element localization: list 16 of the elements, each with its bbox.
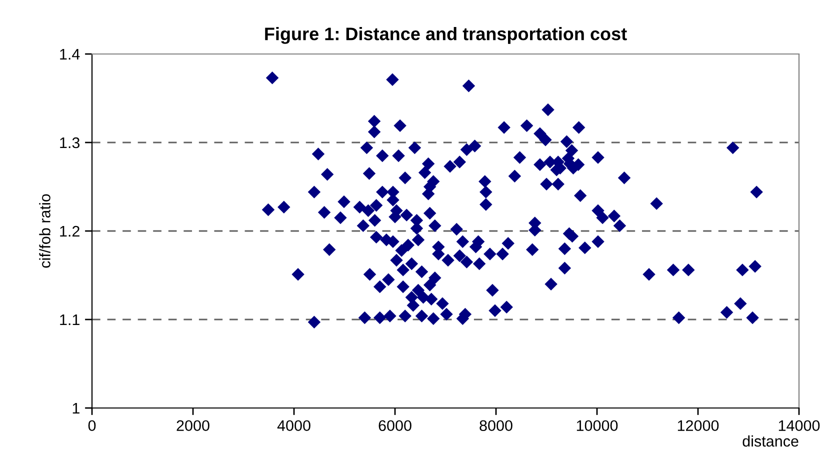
x-tick-label: 6000	[378, 420, 412, 432]
x-tick-label: 0	[88, 420, 96, 432]
y-tick-label: 1	[72, 403, 80, 414]
x-tick-label: 4000	[277, 420, 310, 432]
x-tick-label: 10000	[576, 420, 618, 432]
y-tick-label: 1.2	[60, 226, 80, 237]
y-tick-label: 1.1	[60, 314, 80, 326]
y-tick-label: 1.3	[60, 137, 80, 148]
x-tick-label: 2000	[176, 420, 210, 432]
y-axis-title: cif/fob ratio	[39, 194, 50, 268]
x-tick-label: 8000	[480, 420, 512, 432]
x-axis-title: distance	[742, 435, 798, 447]
x-tick-label: 14000	[778, 420, 820, 432]
y-tick-label: 1.4	[60, 49, 80, 60]
x-tick-label: 12000	[678, 420, 719, 432]
chart-title: Figure 1: Distance and transportation cost	[265, 27, 627, 44]
